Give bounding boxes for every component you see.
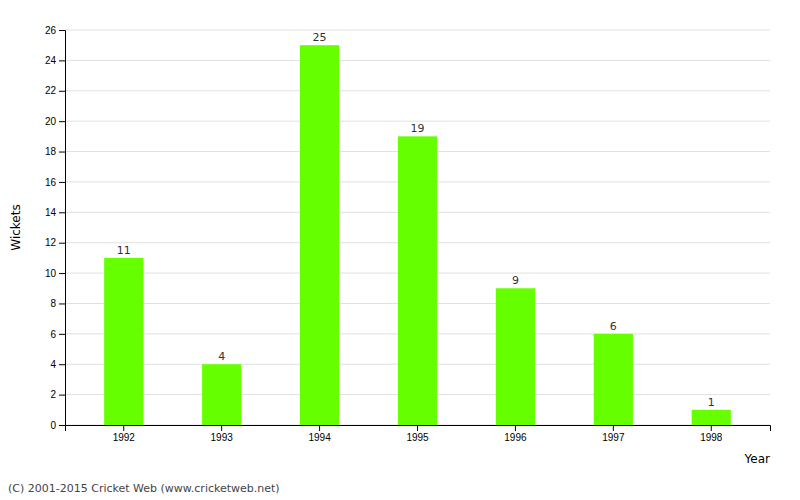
x-tick-mark	[613, 425, 614, 431]
y-tick-label: 22	[45, 85, 57, 96]
y-axis-title: Wickets	[9, 204, 23, 250]
y-tick-label: 20	[45, 116, 57, 127]
x-tick-label: 1996	[504, 432, 527, 443]
y-tick-mark	[59, 303, 65, 304]
y-tick-mark	[59, 425, 65, 426]
bar	[202, 364, 241, 425]
bar	[692, 410, 731, 425]
y-tick-label: 6	[50, 329, 56, 340]
x-axis: 1992 1993 1994 1995 1996 1997 1998	[66, 425, 771, 443]
y-axis: 02468101214161820222426	[45, 25, 66, 431]
x-tick: 1997	[602, 425, 625, 443]
bar	[300, 45, 339, 425]
y-tick: 2	[50, 389, 65, 400]
data-labels: 11 4 25 19 9 6 1	[117, 31, 715, 409]
data-label: 19	[411, 122, 425, 135]
y-tick-mark	[59, 152, 65, 153]
y-tick: 8	[50, 298, 65, 309]
plot: 0246810121416182022242619921993199419951…	[9, 25, 771, 466]
y-tick-label: 4	[50, 359, 56, 370]
grid	[65, 30, 770, 425]
y-tick: 20	[45, 116, 65, 127]
y-tick: 10	[45, 268, 65, 279]
x-tick-label: 1997	[602, 432, 625, 443]
y-tick: 0	[50, 420, 65, 431]
y-tick: 26	[45, 25, 65, 36]
y-tick-mark	[59, 395, 65, 396]
y-axis-line	[59, 31, 66, 426]
x-tick-mark	[221, 425, 222, 431]
y-tick-label: 12	[45, 237, 57, 248]
x-tick-label: 1993	[211, 432, 234, 443]
x-tick: 1995	[406, 425, 429, 443]
y-tick: 18	[45, 146, 65, 157]
chart: 0246810121416182022242619921993199419951…	[0, 0, 800, 500]
y-tick-mark	[59, 212, 65, 213]
data-label: 9	[512, 274, 519, 287]
y-tick-mark	[59, 243, 65, 244]
y-tick: 22	[45, 85, 65, 96]
y-tick-mark	[59, 334, 65, 335]
y-tick: 4	[50, 359, 65, 370]
grid-line	[65, 90, 770, 91]
y-tick-mark	[59, 273, 65, 274]
y-tick-label: 10	[45, 268, 57, 279]
y-tick-mark	[59, 30, 65, 31]
y-tick: 24	[45, 55, 65, 66]
y-tick: 6	[50, 329, 65, 340]
y-tick-label: 8	[50, 298, 56, 309]
data-label: 25	[313, 31, 327, 44]
x-tick-mark	[711, 425, 712, 431]
y-tick-mark	[59, 182, 65, 183]
x-tick: 1993	[211, 425, 234, 443]
x-axis-title: Year	[744, 452, 770, 466]
data-label: 1	[708, 396, 715, 409]
y-tick-label: 14	[45, 207, 57, 218]
x-tick-mark	[515, 425, 516, 431]
x-tick-label: 1994	[308, 432, 331, 443]
y-tick-label: 24	[45, 55, 57, 66]
x-axis-line	[66, 426, 771, 432]
y-tick-mark	[59, 91, 65, 92]
marks	[104, 45, 731, 425]
data-label: 4	[218, 350, 225, 363]
y-tick-label: 16	[45, 177, 57, 188]
grid-line	[65, 30, 770, 31]
x-tick-label: 1995	[406, 432, 429, 443]
y-tick-mark	[59, 364, 65, 365]
x-tick: 1994	[308, 425, 331, 443]
x-tick-label: 1992	[113, 432, 136, 443]
x-tick: 1996	[504, 425, 527, 443]
y-tick-label: 18	[45, 146, 57, 157]
bar	[398, 136, 437, 425]
bar	[104, 258, 143, 425]
y-tick-mark	[59, 60, 65, 61]
footer: (C) 2001-2015 Cricket Web (www.cricketwe…	[8, 482, 280, 495]
data-label: 6	[610, 320, 617, 333]
grid-line	[65, 60, 770, 61]
x-tick: 1992	[113, 425, 136, 443]
x-tick-mark	[319, 425, 320, 431]
y-tick-label: 0	[50, 420, 56, 431]
x-tick: 1998	[700, 425, 723, 443]
y-tick: 12	[45, 237, 65, 248]
x-tick-mark	[123, 425, 124, 431]
bar	[594, 334, 633, 425]
data-label: 11	[117, 244, 131, 257]
y-tick-mark	[59, 121, 65, 122]
bar	[496, 288, 535, 425]
x-tick-mark	[417, 425, 418, 431]
y-tick-label: 2	[50, 389, 56, 400]
y-tick-label: 26	[45, 25, 57, 36]
y-tick: 16	[45, 177, 65, 188]
y-tick: 14	[45, 207, 65, 218]
x-tick-label: 1998	[700, 432, 723, 443]
